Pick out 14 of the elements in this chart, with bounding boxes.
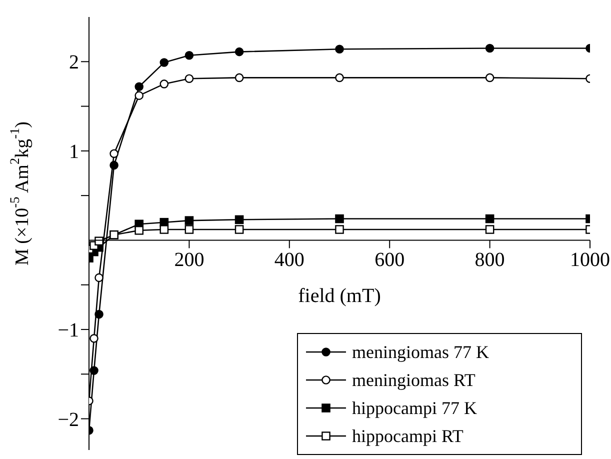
y-tick-label: 2: [69, 52, 79, 74]
x-tick-label: 200: [174, 248, 204, 271]
x-tick-label: 400: [274, 248, 304, 271]
legend-label: hippocampi RT: [352, 426, 464, 446]
x-axis-title: field (mT): [298, 284, 381, 307]
x-tick-label: 600: [374, 248, 405, 271]
y-tick-label: −1: [58, 320, 79, 342]
legend-label: hippocampi 77 K: [352, 398, 477, 418]
legend-label: meningiomas RT: [352, 370, 476, 390]
y-tick-label: 1: [69, 141, 79, 164]
y-tick-label: −2: [58, 408, 79, 431]
legend-label: meningiomas 77 K: [352, 342, 489, 362]
x-tick-label: 800: [474, 248, 505, 271]
x-tick-label: 1000: [570, 248, 610, 271]
